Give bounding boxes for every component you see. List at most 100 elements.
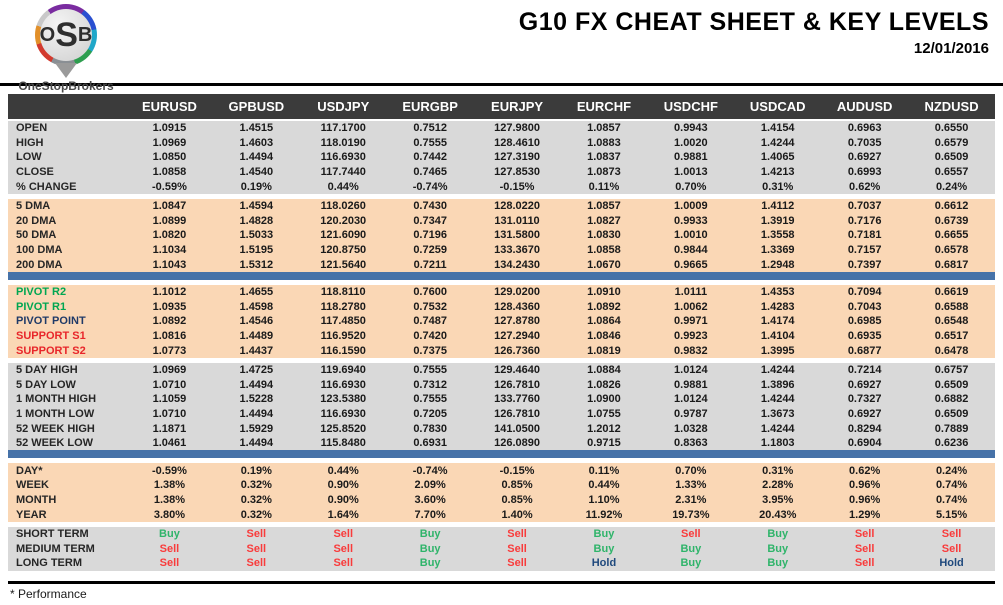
- value-cell: 2.31%: [675, 493, 707, 506]
- value-cell: 117.1700: [320, 122, 366, 135]
- signal-cell: Buy: [419, 557, 441, 570]
- value-cell: 1.4598: [239, 300, 274, 313]
- value-cell: 1.0899: [152, 214, 187, 227]
- table-row: DAY* -0.59% 0.19% 0.44% -0.74% -0.15% 0.11% 0.7…: [8, 463, 995, 478]
- column-header-eurchf: EURCHF: [576, 99, 632, 114]
- value-cell: 1.38%: [153, 493, 186, 506]
- value-cell: 0.7157: [847, 244, 882, 257]
- signal-cell: Sell: [159, 542, 180, 555]
- row-label: YEAR: [16, 508, 47, 521]
- value-cell: 1.0830: [587, 229, 621, 242]
- value-cell: 115.8480: [320, 437, 366, 450]
- value-cell: 3.60%: [414, 493, 446, 506]
- table-row: LOW 1.0850 1.4494 116.6930 0.7442 127.3190 1.0…: [8, 150, 995, 165]
- column-header-nzdusd: NZDUSD: [924, 99, 979, 114]
- value-cell: 141.0500: [494, 422, 540, 435]
- section-gap: [8, 279, 995, 285]
- logo-letter-s: S: [55, 16, 78, 54]
- row-label: 5 DMA: [16, 200, 51, 213]
- value-cell: 0.74%: [935, 493, 968, 506]
- value-cell: 1.0124: [674, 364, 708, 377]
- performance-footnote: * Performance: [10, 586, 87, 601]
- value-cell: 0.85%: [501, 493, 533, 506]
- table-row: SUPPORT S1 1.0816 1.4489 116.9520 0.7420 127.…: [8, 329, 995, 344]
- signal-cell: Buy: [593, 528, 615, 541]
- section-gap: [8, 458, 995, 464]
- value-cell: 118.2780: [320, 300, 366, 313]
- value-cell: 0.7512: [413, 122, 447, 135]
- value-cell: 133.3670: [494, 244, 540, 257]
- value-cell: 1.0900: [587, 393, 621, 406]
- value-cell: 0.9971: [674, 315, 708, 328]
- column-header-usdchf: USDCHF: [663, 99, 718, 114]
- value-cell: 116.9520: [320, 330, 366, 343]
- value-cell: 0.7600: [413, 286, 447, 299]
- value-cell: 117.4850: [320, 315, 366, 328]
- signal-cell: Sell: [507, 557, 527, 570]
- value-cell: 0.6612: [934, 200, 969, 213]
- value-cell: 0.32%: [240, 493, 272, 506]
- value-cell: 1.3673: [760, 407, 795, 420]
- row-label: 20 DMA: [16, 214, 57, 227]
- value-cell: 0.11%: [588, 180, 620, 193]
- value-cell: 1.4594: [239, 200, 274, 213]
- value-cell: 1.29%: [849, 508, 881, 521]
- row-label: MEDIUM TERM: [16, 542, 95, 555]
- logo-letter-b: B: [77, 23, 93, 46]
- value-cell: 1.0892: [152, 315, 187, 328]
- value-cell: 0.6904: [847, 437, 882, 450]
- column-header-gpbusd: GPBUSD: [228, 99, 285, 114]
- row-label: LOW: [16, 151, 42, 164]
- value-cell: 1.0826: [587, 378, 621, 391]
- section-gap: [8, 193, 995, 199]
- signal-cell: Sell: [941, 528, 962, 541]
- value-cell: 0.6963: [847, 122, 882, 135]
- value-cell: 119.6940: [320, 364, 366, 377]
- value-cell: 116.6930: [320, 378, 366, 391]
- value-cell: 133.7760: [494, 393, 540, 406]
- value-cell: 0.6993: [847, 166, 882, 179]
- signal-cell: Buy: [680, 542, 702, 555]
- value-cell: 1.0883: [587, 136, 621, 149]
- section-moving-averages: 5 DMA 1.0847 1.4594 118.0260 0.7430 128.0220 1…: [8, 198, 995, 272]
- value-cell: 0.6236: [934, 437, 969, 450]
- value-cell: 1.0892: [587, 300, 621, 313]
- row-label: SUPPORT S2: [16, 344, 86, 357]
- value-cell: 120.8750: [320, 244, 367, 257]
- value-cell: 0.6578: [934, 244, 969, 257]
- value-cell: 126.7810: [494, 378, 540, 391]
- value-cell: 0.7211: [413, 258, 447, 271]
- value-cell: 0.7532: [413, 300, 447, 313]
- value-cell: 0.9844: [674, 244, 708, 257]
- value-cell: -0.59%: [152, 180, 187, 193]
- value-cell: 1.0858: [587, 244, 621, 257]
- value-cell: 0.96%: [849, 479, 881, 492]
- value-cell: 0.7430: [413, 200, 447, 213]
- value-cell: 20.43%: [759, 508, 797, 521]
- value-cell: 1.4540: [239, 166, 274, 179]
- value-cell: 3.95%: [762, 493, 794, 506]
- row-label: DAY*: [16, 464, 43, 477]
- value-cell: 1.0816: [152, 330, 187, 343]
- value-cell: 127.8530: [494, 166, 540, 179]
- value-cell: 0.96%: [849, 493, 881, 506]
- row-label: 200 DMA: [16, 258, 63, 271]
- value-cell: 1.4353: [760, 286, 795, 299]
- value-cell: 0.6478: [934, 344, 969, 357]
- value-cell: 1.4244: [760, 422, 795, 435]
- table-row: PIVOT R2 1.1012 1.4655 118.8110 0.7600 129.02…: [8, 285, 995, 300]
- value-cell: 0.7327: [847, 393, 882, 406]
- table-row: MONTH 1.38% 0.32% 0.90% 3.60% 0.85% 1.10% 2.31%…: [8, 493, 995, 508]
- value-cell: 0.44%: [588, 479, 620, 492]
- section-gap: [8, 570, 995, 576]
- value-cell: 127.9800: [494, 122, 540, 135]
- value-cell: 0.7037: [847, 200, 882, 213]
- value-cell: 126.7360: [494, 344, 540, 357]
- value-cell: 5.15%: [935, 508, 968, 521]
- value-cell: 1.0710: [152, 407, 187, 420]
- value-cell: 1.5195: [239, 244, 274, 257]
- table-row: 5 DAY HIGH 1.0969 1.4725 119.6940 0.7555 129.…: [8, 363, 995, 378]
- value-cell: 1.5312: [239, 258, 274, 271]
